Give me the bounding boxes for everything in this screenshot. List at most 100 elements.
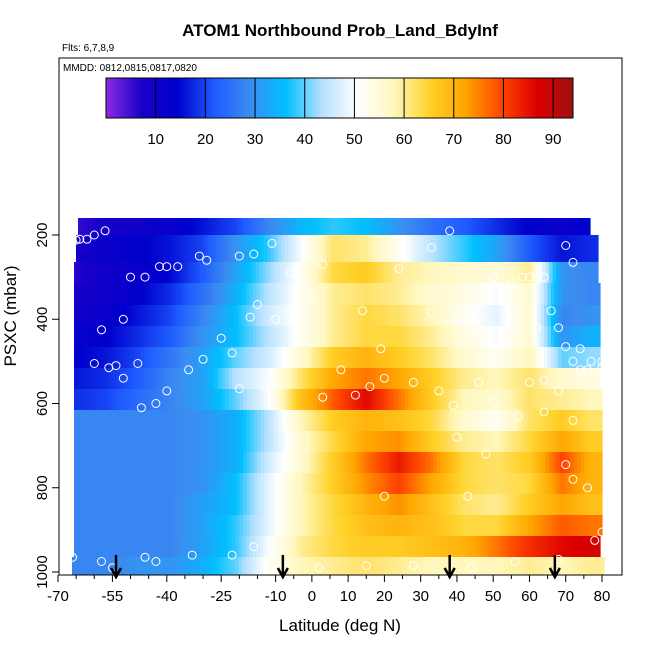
heatmap-cell [459, 536, 464, 558]
heatmap-cell [109, 368, 114, 390]
heatmap-cell [591, 235, 596, 263]
heatmap-cell [267, 431, 272, 453]
heatmap-cell [496, 452, 501, 474]
heatmap-cell [214, 473, 219, 495]
heatmap-cell [426, 557, 431, 575]
heatmap-cell [529, 305, 534, 327]
heatmap-cell [252, 536, 257, 558]
heatmap-cell [312, 368, 317, 390]
heatmap-cell [259, 536, 264, 558]
heatmap-cell [368, 218, 373, 236]
colorbar-tick-label: 10 [147, 131, 164, 148]
heatmap-cell [281, 515, 286, 537]
heatmap-cell [225, 494, 230, 516]
heatmap-cell [221, 305, 226, 327]
heatmap-cell [267, 557, 272, 575]
heatmap-cell [366, 389, 371, 411]
heatmap-cell [140, 410, 145, 432]
heatmap-cell [182, 536, 187, 558]
heatmap-cell [584, 431, 589, 453]
heatmap-cell [415, 389, 420, 411]
heatmap-cell [393, 536, 398, 558]
heatmap-cell [289, 218, 294, 236]
heatmap-cell [499, 389, 505, 411]
colorbar-tick-label: 80 [495, 131, 512, 148]
heatmap-cell [570, 262, 575, 284]
heatmap-cell [341, 494, 346, 516]
heatmap-cell [260, 410, 265, 432]
heatmap-cell [320, 515, 325, 537]
heatmap-cell [426, 452, 431, 474]
heatmap-cell [100, 235, 105, 263]
heatmap-cell [464, 473, 469, 495]
heatmap-cell [323, 515, 329, 537]
heatmap-cell [91, 368, 96, 390]
heatmap-cell [440, 494, 445, 516]
heatmap-cell [490, 235, 495, 263]
heatmap-cell [463, 305, 468, 327]
heatmap-cell [98, 389, 103, 411]
heatmap-cell [571, 326, 577, 348]
heatmap-cell [207, 473, 212, 495]
heatmap-cell [182, 283, 187, 306]
heatmap-cell [383, 494, 388, 516]
heatmap-cell [470, 368, 475, 390]
heatmap-cell [126, 494, 131, 516]
heatmap-cell [528, 494, 533, 516]
heatmap-cell [126, 389, 131, 411]
heatmap-cell [292, 389, 297, 411]
sample-point [227, 348, 237, 358]
heatmap-cell [482, 473, 487, 495]
heatmap-cell [105, 473, 110, 495]
heatmap-cell [214, 283, 219, 306]
heatmap-cell [373, 452, 378, 474]
heatmap-cell [443, 389, 448, 411]
heatmap-cell [79, 557, 84, 575]
heatmap-cell [354, 235, 359, 263]
heatmap-cell [207, 452, 212, 474]
heatmap-cell [144, 326, 149, 348]
sample-point [434, 386, 444, 396]
heatmap-cell [414, 368, 419, 390]
heatmap-cell [433, 262, 438, 284]
heatmap-cell [333, 347, 338, 369]
heatmap-cell [316, 410, 321, 432]
heatmap-cell [393, 326, 398, 348]
heatmap-cell [88, 452, 93, 474]
heatmap-cell [218, 235, 223, 263]
heatmap-cell [302, 515, 307, 537]
heatmap-cell [362, 473, 367, 495]
heatmap-cell [168, 368, 173, 390]
heatmap-cell [345, 473, 350, 495]
heatmap-cell [158, 473, 163, 495]
heatmap-cell [345, 515, 350, 537]
heatmap-cell [421, 536, 426, 558]
heatmap-cell [355, 557, 360, 575]
heatmap-cell [498, 305, 503, 327]
heatmap-cell [478, 431, 483, 453]
heatmap-cell [190, 410, 195, 432]
heatmap-cell [440, 431, 445, 453]
heatmap-cell [299, 494, 304, 516]
heatmap-cell [437, 262, 442, 284]
heatmap-cell [431, 326, 436, 348]
heatmap-cell [377, 262, 383, 284]
heatmap-cell [162, 410, 167, 432]
heatmap-cell [81, 410, 86, 432]
heatmap-cell [165, 410, 170, 432]
heatmap-cell [204, 473, 209, 495]
heatmap-cell [529, 283, 534, 306]
heatmap-cell [309, 515, 314, 537]
heatmap-cell [91, 452, 96, 474]
heatmap-cell [337, 347, 342, 369]
heatmap-cell [330, 515, 336, 537]
heatmap-cell [165, 473, 170, 495]
heatmap-cell [357, 235, 362, 263]
heatmap-cell [273, 536, 278, 558]
heatmap-cell [140, 536, 145, 558]
heatmap-cell [417, 235, 422, 263]
heatmap-cell [218, 494, 223, 516]
heatmap-cell [271, 515, 276, 537]
heatmap-cell [320, 389, 325, 411]
heatmap-cell [280, 536, 285, 558]
